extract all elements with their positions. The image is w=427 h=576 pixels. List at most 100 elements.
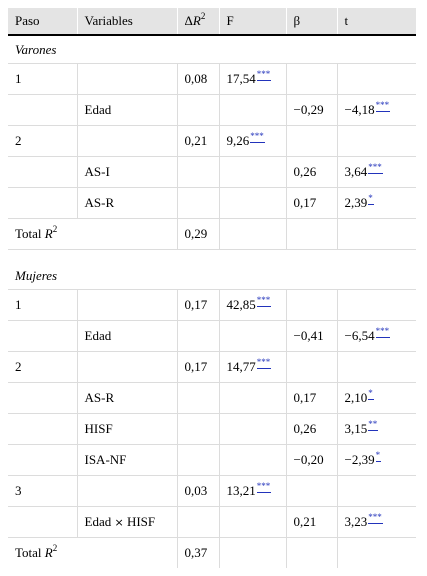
cell-t: 3,15** bbox=[336, 413, 416, 445]
cell-variable bbox=[76, 351, 177, 383]
total-label: Total R2 bbox=[8, 218, 177, 250]
cell-variable: HISF bbox=[76, 413, 177, 445]
significance-link[interactable]: *** bbox=[256, 69, 272, 81]
significance-link[interactable]: *** bbox=[256, 481, 272, 493]
significance-link[interactable]: *** bbox=[250, 131, 265, 143]
cell-beta: 0,17 bbox=[285, 382, 337, 414]
cell-delta-r2 bbox=[176, 320, 219, 352]
cell-variable: Edad × HISF bbox=[76, 506, 177, 538]
cell-variable: AS-R bbox=[76, 187, 177, 219]
cell-variable bbox=[76, 289, 177, 321]
cell-t: −4,18*** bbox=[336, 94, 416, 126]
cell-beta: −0,20 bbox=[285, 444, 337, 476]
r-symbol: R bbox=[44, 545, 53, 560]
significance-link[interactable]: * bbox=[368, 193, 374, 205]
section-label: Varones bbox=[15, 41, 57, 57]
cell-f bbox=[218, 537, 286, 568]
cell-t bbox=[336, 537, 416, 568]
cell-paso bbox=[8, 444, 77, 476]
cell-f bbox=[218, 382, 286, 414]
cell-f bbox=[218, 218, 286, 250]
cell-beta: 0,26 bbox=[285, 413, 337, 445]
table-row: 1 0,17 42,85*** bbox=[8, 289, 416, 321]
cell-f bbox=[218, 187, 286, 219]
total-row: Total R2 0,29 bbox=[8, 218, 416, 250]
cell-t bbox=[336, 63, 416, 95]
col-header-t: t bbox=[337, 8, 416, 36]
cell-f: 13,21*** bbox=[218, 475, 286, 507]
cell-delta-r2 bbox=[176, 444, 219, 476]
significance-link[interactable]: * bbox=[375, 450, 382, 462]
cell-paso bbox=[8, 413, 77, 445]
table-row: HISF 0,26 3,15** bbox=[8, 413, 416, 445]
cell-f bbox=[218, 320, 286, 352]
cell-variable: Edad bbox=[76, 94, 177, 126]
r-symbol: R bbox=[192, 13, 201, 28]
significance-link[interactable]: *** bbox=[375, 100, 391, 112]
col-header-paso: Paso bbox=[8, 8, 78, 36]
cell-delta-r2: 0,17 bbox=[176, 351, 219, 383]
cell-delta-r2 bbox=[176, 506, 219, 538]
cell-delta-r2: 0,08 bbox=[176, 63, 219, 95]
cell-f: 9,26*** bbox=[218, 125, 286, 157]
cell-paso bbox=[8, 320, 77, 352]
cell-f: 14,77*** bbox=[218, 351, 286, 383]
section-mujeres: Mujeres bbox=[8, 262, 416, 290]
cell-variable bbox=[76, 63, 177, 95]
cell-t bbox=[336, 351, 416, 383]
significance-link[interactable]: *** bbox=[256, 295, 272, 307]
cell-f bbox=[218, 156, 286, 188]
cell-paso bbox=[8, 94, 77, 126]
cell-t: 3,23*** bbox=[336, 506, 416, 538]
significance-link[interactable]: *** bbox=[368, 162, 383, 174]
cell-f: 17,54*** bbox=[218, 63, 286, 95]
col-header-f: F bbox=[219, 8, 287, 36]
significance-link[interactable]: ** bbox=[368, 419, 379, 431]
cell-beta: −0,41 bbox=[285, 320, 337, 352]
col-header-delta-r2: ΔR2 bbox=[177, 8, 220, 36]
cell-beta: 0,17 bbox=[285, 187, 337, 219]
cell-f bbox=[218, 413, 286, 445]
cell-t: 2,10* bbox=[336, 382, 416, 414]
cell-delta-r2 bbox=[176, 187, 219, 219]
cell-paso bbox=[8, 382, 77, 414]
cell-beta bbox=[285, 125, 337, 157]
cell-beta bbox=[285, 289, 337, 321]
table-row: Edad × HISF 0,21 3,23*** bbox=[8, 506, 416, 538]
significance-link[interactable]: *** bbox=[256, 357, 272, 369]
total-label: Total R2 bbox=[8, 537, 177, 568]
cell-beta bbox=[285, 475, 337, 507]
r-symbol: R bbox=[44, 226, 53, 241]
cell-paso: 3 bbox=[8, 475, 77, 507]
table-header: Paso Variables ΔR2 F β t bbox=[8, 8, 416, 36]
cell-variable: Edad bbox=[76, 320, 177, 352]
total-row: Total R2 0,37 bbox=[8, 537, 416, 568]
cell-t bbox=[336, 125, 416, 157]
table-row: 2 0,21 9,26*** bbox=[8, 125, 416, 157]
cell-delta-r2: 0,17 bbox=[176, 289, 219, 321]
cell-t: 3,64*** bbox=[336, 156, 416, 188]
cell-delta-r2 bbox=[176, 413, 219, 445]
table-row: AS-R 0,17 2,39* bbox=[8, 187, 416, 219]
cell-f bbox=[218, 506, 286, 538]
cell-beta bbox=[285, 63, 337, 95]
cell-f bbox=[218, 94, 286, 126]
cell-beta bbox=[285, 218, 337, 250]
significance-link[interactable]: * bbox=[368, 388, 374, 400]
cell-variable: AS-I bbox=[76, 156, 177, 188]
section-varones: Varones bbox=[8, 35, 416, 64]
cell-paso: 1 bbox=[8, 289, 77, 321]
cell-beta: 0,26 bbox=[285, 156, 337, 188]
cell-paso: 2 bbox=[8, 351, 77, 383]
cell-variable: ISA-NF bbox=[76, 444, 177, 476]
significance-link[interactable]: *** bbox=[368, 512, 383, 524]
cell-delta-r2: 0,03 bbox=[176, 475, 219, 507]
cell-paso bbox=[8, 156, 77, 188]
cell-paso bbox=[8, 187, 77, 219]
cell-variable: AS-R bbox=[76, 382, 177, 414]
cell-t: −2,39* bbox=[336, 444, 416, 476]
cell-t bbox=[336, 218, 416, 250]
regression-table: Paso Variables ΔR2 F β t Varones 1 0,08 … bbox=[8, 8, 416, 568]
section-label: Mujeres bbox=[15, 267, 58, 283]
significance-link[interactable]: *** bbox=[375, 326, 391, 338]
